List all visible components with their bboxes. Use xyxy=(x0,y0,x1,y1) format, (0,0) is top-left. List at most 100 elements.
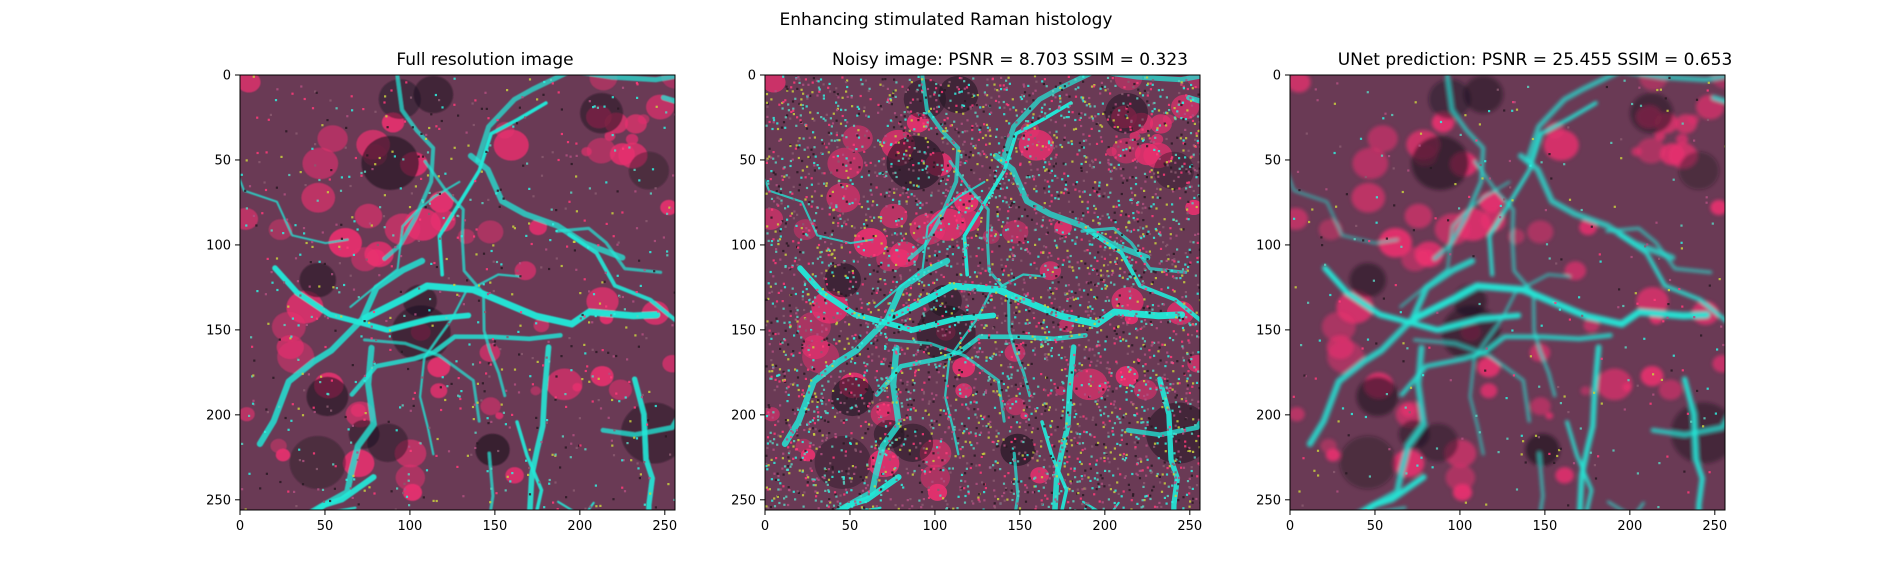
cell-blob xyxy=(1507,229,1525,244)
fiber xyxy=(555,226,663,274)
image-content xyxy=(240,75,675,510)
fiber xyxy=(1052,344,1077,510)
dark-region xyxy=(361,136,419,190)
fiber xyxy=(1617,232,1725,323)
cell-blob xyxy=(891,249,911,266)
y-tick-label: 0 xyxy=(1273,69,1281,84)
x-tick-label: 0 xyxy=(761,519,769,534)
cell-blob xyxy=(842,125,873,153)
cell-blob xyxy=(533,318,550,333)
fiber xyxy=(240,176,349,245)
fiber xyxy=(1359,344,1427,510)
cell-blob xyxy=(301,182,336,213)
cell-blob xyxy=(240,207,259,230)
dark-region xyxy=(1463,75,1504,114)
x-tick-label: 150 xyxy=(482,519,507,534)
fiber xyxy=(1525,75,1725,163)
dark-region xyxy=(1525,433,1560,466)
cell-blob xyxy=(604,131,616,141)
cell-blob xyxy=(495,121,515,139)
dark-region xyxy=(475,433,510,466)
x-tick-label: 250 xyxy=(1702,519,1727,534)
cell-blob xyxy=(1336,290,1374,324)
cell-blob xyxy=(1005,397,1026,416)
fiber xyxy=(567,232,675,323)
cell-blob xyxy=(1583,318,1600,333)
y-tick-label: 50 xyxy=(214,153,231,168)
dark-region xyxy=(1000,433,1035,466)
x-tick-label: 150 xyxy=(1007,519,1032,534)
cell-blob xyxy=(765,407,780,422)
y-tick-label: 250 xyxy=(731,493,756,508)
dark-region xyxy=(1153,151,1194,190)
cell-blob xyxy=(662,355,675,373)
fiber xyxy=(1487,101,1598,277)
fiber xyxy=(349,333,563,397)
fiber xyxy=(418,273,521,456)
y-tick-label: 50 xyxy=(1264,153,1281,168)
dark-region xyxy=(814,435,871,489)
cell-blob xyxy=(286,290,324,324)
cell-blob xyxy=(875,403,891,417)
cell-blob xyxy=(1530,397,1551,416)
dark-region xyxy=(580,92,624,134)
cell-blob xyxy=(1654,131,1666,141)
cell-blob xyxy=(1115,365,1139,387)
cell-blob xyxy=(827,147,864,180)
cell-blob xyxy=(1378,227,1412,258)
axes-frame xyxy=(764,74,1201,511)
x-tick-label: 250 xyxy=(1177,519,1202,534)
dark-region xyxy=(1105,92,1149,134)
cell-blob xyxy=(660,199,675,216)
fiber xyxy=(487,451,495,510)
cell-blob xyxy=(1058,318,1075,333)
dark-region xyxy=(1630,92,1674,134)
dark-region xyxy=(824,262,862,298)
cell-blob xyxy=(1712,355,1725,373)
cell-blob xyxy=(1710,199,1725,216)
cell-blob xyxy=(505,467,524,484)
fiber xyxy=(1156,376,1180,510)
x-tick-label: 50 xyxy=(317,519,334,534)
image-axes: 0 50 100 150 200 250 0 50 100 150 200 250 xyxy=(731,69,1202,535)
cell-blob xyxy=(1352,147,1389,180)
x-tick-label: 200 xyxy=(1617,519,1642,534)
cell-blob xyxy=(1480,209,1506,232)
cell-blob xyxy=(879,203,908,229)
fiber xyxy=(1468,273,1571,456)
y-tick-label: 0 xyxy=(223,69,231,84)
y-tick-label: 200 xyxy=(731,408,756,423)
fiber xyxy=(1012,451,1020,510)
fiber xyxy=(1650,417,1725,438)
fiber xyxy=(1322,265,1522,333)
cell-blob xyxy=(1002,220,1029,244)
cell-blob xyxy=(1659,143,1685,166)
cell-blob xyxy=(1416,249,1436,266)
cell-blob xyxy=(328,227,362,258)
cell-blob xyxy=(811,290,849,324)
panel-title: Noisy image: PSNR = 8.703 SSIM = 0.323 xyxy=(832,50,1188,70)
dark-region xyxy=(413,75,454,114)
noise-layer xyxy=(1292,76,1725,510)
fiber xyxy=(309,344,377,510)
fiber xyxy=(527,344,552,510)
fiber xyxy=(907,75,961,261)
cell-blob xyxy=(1290,407,1305,422)
cell-blob xyxy=(1020,412,1029,420)
fiber xyxy=(888,338,1006,423)
cell-blob xyxy=(1134,143,1160,166)
fiber xyxy=(1092,232,1200,323)
fiber xyxy=(1125,417,1200,438)
cell-blob xyxy=(546,368,583,401)
y-tick-label: 100 xyxy=(206,238,231,253)
cell-blob xyxy=(1596,368,1633,401)
x-tick-label: 200 xyxy=(1092,519,1117,534)
fiber xyxy=(948,159,1032,398)
cell-blob xyxy=(920,464,951,491)
cell-blob xyxy=(1555,467,1574,484)
dark-region xyxy=(1339,435,1396,489)
fiber xyxy=(1577,344,1602,510)
cell-blob xyxy=(765,75,786,93)
y-tick-label: 0 xyxy=(748,69,756,84)
